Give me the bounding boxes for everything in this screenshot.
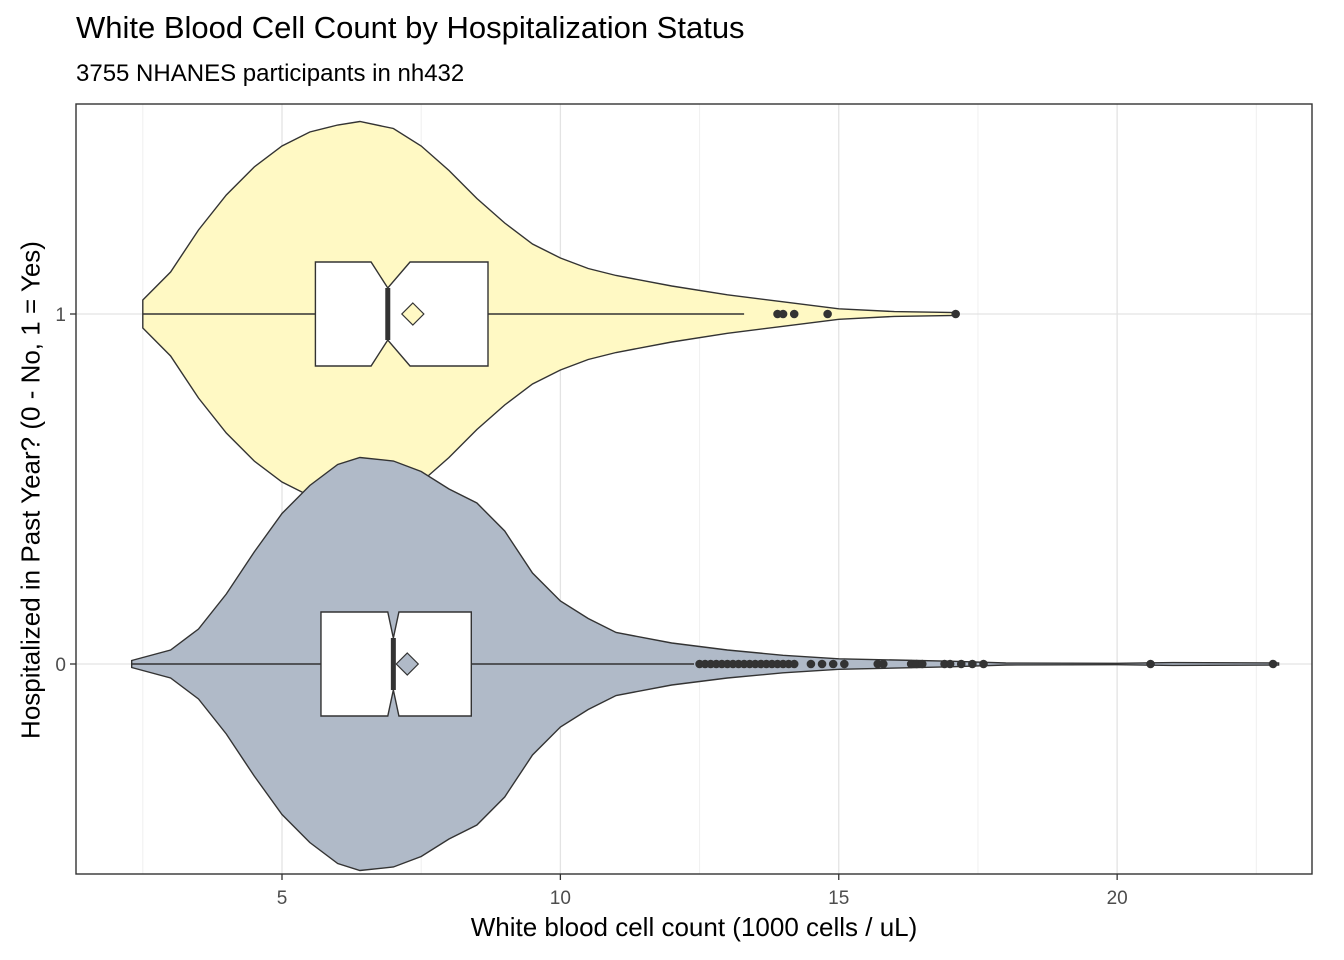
- mean-marker: [395, 652, 420, 676]
- mean-marker: [400, 302, 425, 326]
- outlier-point: [956, 659, 966, 669]
- y-tick-label: 0: [55, 655, 66, 676]
- x-tick-label: 5: [277, 888, 288, 909]
- outlier-point: [778, 309, 788, 319]
- outlier-point: [828, 659, 838, 669]
- outlier-point: [1146, 659, 1155, 669]
- outlier-point: [840, 659, 849, 669]
- outlier-point: [817, 659, 827, 669]
- chart-subtitle: 3755 NHANES participants in nh432: [76, 60, 465, 87]
- x-tick-label: 20: [1107, 888, 1128, 909]
- outlier-point: [945, 659, 955, 669]
- y-tick-label: 1: [55, 305, 66, 326]
- x-tick-label: 15: [828, 888, 849, 909]
- outlier-point: [806, 659, 816, 669]
- outlier-point: [968, 659, 977, 669]
- x-axis-label: White blood cell count (1000 cells / uL): [470, 912, 918, 942]
- outlier-point: [979, 659, 988, 669]
- outlier-point: [878, 659, 888, 669]
- outlier-point: [823, 309, 832, 319]
- panel-border: [75, 103, 1313, 875]
- outlier-point: [789, 309, 799, 319]
- chart-title: White Blood Cell Count by Hospitalizatio…: [76, 10, 745, 45]
- outlier-point: [917, 659, 927, 669]
- outlier-point: [1268, 659, 1278, 669]
- outlier-point: [951, 309, 960, 319]
- outlier-point: [789, 659, 799, 669]
- x-tick-label: 10: [550, 888, 571, 909]
